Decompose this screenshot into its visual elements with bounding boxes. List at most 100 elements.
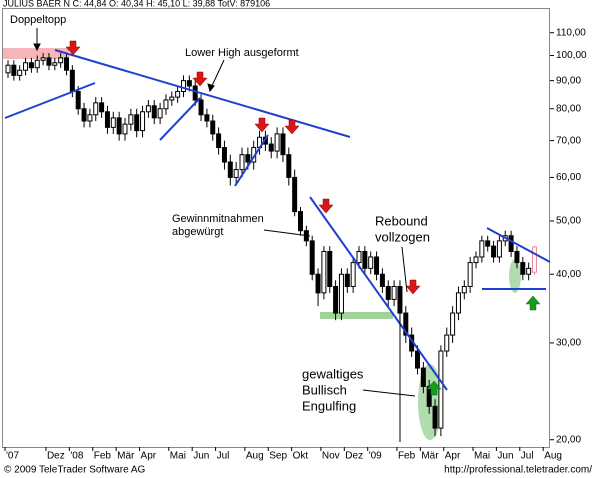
x-tick-label: Nov <box>322 451 340 462</box>
candle-body <box>438 350 444 429</box>
pointer <box>210 59 225 89</box>
candle-body <box>239 154 245 171</box>
pointer <box>401 246 408 293</box>
annotation: Gewinnmitnahmen <box>172 213 264 225</box>
candle-body <box>344 273 350 287</box>
candle-body <box>426 385 432 407</box>
candle-body <box>520 262 526 275</box>
candle-body <box>5 64 11 74</box>
candle-body <box>274 133 280 152</box>
candle-body <box>368 256 374 269</box>
candle-body <box>526 267 532 275</box>
x-tick-label: Okt <box>293 451 309 462</box>
candle-body <box>23 62 29 71</box>
x-tick-label: Dez <box>345 451 363 462</box>
candle-body <box>34 59 40 69</box>
x-tick-label: '08 <box>70 451 83 462</box>
candle-body <box>64 57 69 71</box>
footer: © 2009 TeleTrader Software AG <box>4 465 146 476</box>
candle-body <box>280 133 286 156</box>
candle-body <box>87 114 93 122</box>
x-tick-label: Jun <box>497 451 513 462</box>
candle-body <box>491 245 497 258</box>
y-tick-label: 70,00 <box>556 135 581 146</box>
candle-body <box>432 405 438 429</box>
candle-body <box>473 256 479 264</box>
candle-body <box>292 176 298 213</box>
x-tick-label: Sep <box>269 451 287 462</box>
x-tick-label: Feb <box>94 451 112 462</box>
candle-body <box>175 90 181 98</box>
candle-body <box>356 250 362 264</box>
candle-body <box>338 273 344 314</box>
candle-body <box>46 57 52 66</box>
candle-body <box>134 114 140 132</box>
candle-body <box>40 57 46 61</box>
resistance-zone <box>3 48 69 59</box>
candle-body <box>198 99 204 116</box>
candle-body <box>415 350 420 369</box>
candle-body <box>327 250 333 287</box>
candle-body <box>496 240 502 258</box>
pointer <box>362 389 416 397</box>
candle-body <box>391 285 397 300</box>
candle-body <box>186 80 192 87</box>
candle-body <box>227 161 233 178</box>
pointer-head <box>207 83 215 93</box>
candle-body <box>321 250 327 294</box>
support-zone <box>320 312 393 319</box>
trend-line <box>309 196 448 391</box>
candle-body <box>385 285 391 300</box>
x-tick-label: Mai <box>474 451 490 462</box>
candle-body <box>28 62 34 69</box>
x-tick-label: Dez <box>47 451 65 462</box>
x-tick-label: '07 <box>6 451 19 462</box>
candle-body <box>298 211 303 232</box>
candle-body <box>145 105 151 113</box>
y-tick-label: 60,00 <box>556 172 581 183</box>
candle-body <box>467 262 473 287</box>
candle-body <box>245 154 251 163</box>
arrow-down <box>405 279 421 295</box>
candle-body <box>116 117 122 135</box>
candle-body <box>508 235 514 252</box>
candle-body <box>374 256 380 275</box>
candle-body <box>69 69 75 92</box>
candle-body <box>444 334 450 352</box>
pointer-head <box>33 43 41 52</box>
y-tick-label: 30,00 <box>556 338 581 349</box>
candle-body <box>157 108 163 119</box>
candle-body <box>350 262 356 287</box>
x-tick-label: Jun <box>193 451 209 462</box>
candle-body <box>532 246 537 273</box>
annotation: Rebound <box>375 213 428 228</box>
trend-line <box>234 134 269 187</box>
y-tick-label: 80,00 <box>556 103 581 114</box>
x-tick-label: Jul <box>217 451 230 462</box>
pointers <box>33 28 416 442</box>
annotation: abgewürgt <box>172 226 223 238</box>
arrow-down <box>284 119 300 135</box>
annotation: Doppeltopp <box>10 14 66 26</box>
candle-body <box>514 250 520 264</box>
candle-body <box>128 114 134 125</box>
header: JULIUS BAER N C: 44,84 O: 40,34 H: 45,10… <box>3 0 270 8</box>
candle-body <box>140 111 146 132</box>
candle-body <box>210 120 216 135</box>
arrow-up <box>426 380 442 396</box>
arrow-down <box>254 117 270 133</box>
candle-body <box>169 96 175 101</box>
x-tick-label: Mär <box>421 451 439 462</box>
candle-body <box>52 62 58 66</box>
x-tick-label: Feb <box>398 451 416 462</box>
arrow-up <box>525 295 541 311</box>
y-tick-label: 20,00 <box>556 434 581 445</box>
candle-body <box>181 80 186 92</box>
x-tick-label: Mai <box>170 451 186 462</box>
candle-body <box>403 312 409 336</box>
candle-body <box>286 154 292 178</box>
x-tick-label: '09 <box>369 451 382 462</box>
pointer <box>263 229 311 237</box>
